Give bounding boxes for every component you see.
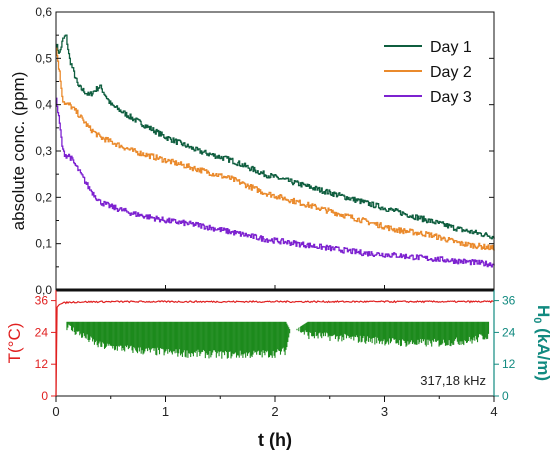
top-y-tick-label: 0,4	[35, 98, 52, 112]
x-tick-label: 4	[490, 404, 497, 419]
plot-layer	[55, 34, 495, 397]
series-line-day-3	[56, 97, 495, 268]
top-y-tick-label: 0,2	[35, 190, 52, 204]
frequency-annotation: 317,18 kHz	[420, 373, 486, 388]
left-y-axis-label-main: T	[5, 353, 24, 363]
right-y-axis-label-main: H	[534, 305, 553, 317]
x-tick-label: 1	[162, 404, 169, 419]
left-y-tick-label: 24	[35, 325, 49, 339]
x-axis-label: t (h)	[258, 430, 292, 450]
left-y-tick-label: 12	[35, 357, 49, 371]
series-line-day-1	[56, 34, 495, 240]
text-layer: absolute conc. (ppm) t (h) 317,18 kHz T(…	[5, 5, 553, 450]
legend: Day 1 Day 2 Day 3	[384, 39, 472, 106]
right-y-tick-label: 24	[502, 325, 516, 339]
top-y-tick-label: 0,6	[35, 5, 52, 19]
top-y-axis-label: absolute conc. (ppm)	[9, 72, 28, 231]
top-plot-frame	[55, 11, 495, 291]
legend-label: Day 3	[430, 89, 472, 106]
top-y-tick-label: 0,0	[35, 283, 52, 297]
legend-label: Day 1	[430, 39, 472, 56]
right-y-tick-label: 36	[502, 294, 516, 308]
right-y-axis-label-unit: (kA/m)	[534, 323, 553, 381]
series-line-day-2	[56, 47, 495, 251]
left-y-axis-label: T(°C)	[5, 323, 24, 364]
right-y-tick-label: 12	[502, 357, 516, 371]
right-y-tick-label: 0	[502, 389, 509, 403]
right-y-axis-label-sub: 0	[531, 317, 543, 323]
left-y-axis-label-unit: (°C)	[5, 323, 24, 353]
x-tick-label: 0	[52, 404, 59, 419]
legend-label: Day 2	[430, 64, 472, 81]
right-y-axis-label: H0 (kA/m)	[531, 305, 553, 381]
axes-layer	[51, 11, 499, 402]
temperature-line	[55, 299, 495, 397]
left-y-tick-label: 0	[41, 389, 48, 403]
left-y-tick-label: 36	[35, 294, 49, 308]
top-y-tick-label: 0,3	[35, 144, 52, 158]
top-y-tick-label: 0,5	[35, 51, 52, 65]
x-tick-label: 3	[381, 404, 388, 419]
top-y-tick-label: 0,1	[35, 237, 52, 251]
x-tick-label: 2	[271, 404, 278, 419]
